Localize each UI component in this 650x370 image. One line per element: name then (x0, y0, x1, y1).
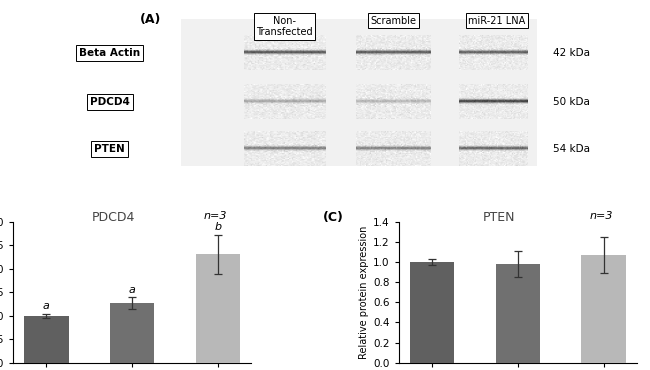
Bar (495, 264, 540, 363)
Text: Non-
Transfected: Non- Transfected (256, 16, 313, 37)
Bar (196, 254, 240, 363)
Text: 50 kDa: 50 kDa (552, 97, 590, 107)
Y-axis label: Relative protein expression: Relative protein expression (359, 226, 369, 359)
Text: PDCD4: PDCD4 (92, 211, 135, 224)
Text: PTEN: PTEN (482, 211, 515, 224)
Text: b: b (214, 222, 222, 232)
Text: 54 kDa: 54 kDa (552, 144, 590, 154)
Text: (C): (C) (322, 211, 343, 224)
Bar (410, 262, 454, 363)
Text: 42 kDa: 42 kDa (552, 48, 590, 58)
Text: a: a (129, 285, 135, 295)
Text: PDCD4: PDCD4 (90, 97, 129, 107)
Text: (A): (A) (140, 13, 161, 26)
Text: n=3: n=3 (203, 211, 227, 221)
Text: miR-21 LNA: miR-21 LNA (468, 16, 525, 26)
Bar (24, 316, 68, 363)
Bar (582, 255, 626, 363)
Text: PTEN: PTEN (94, 144, 125, 154)
Text: n=3: n=3 (590, 211, 613, 221)
Text: Scramble: Scramble (370, 16, 417, 26)
Text: Beta Actin: Beta Actin (79, 48, 140, 58)
Bar (110, 303, 155, 363)
Bar (181, 19, 537, 166)
Text: a: a (43, 302, 49, 312)
